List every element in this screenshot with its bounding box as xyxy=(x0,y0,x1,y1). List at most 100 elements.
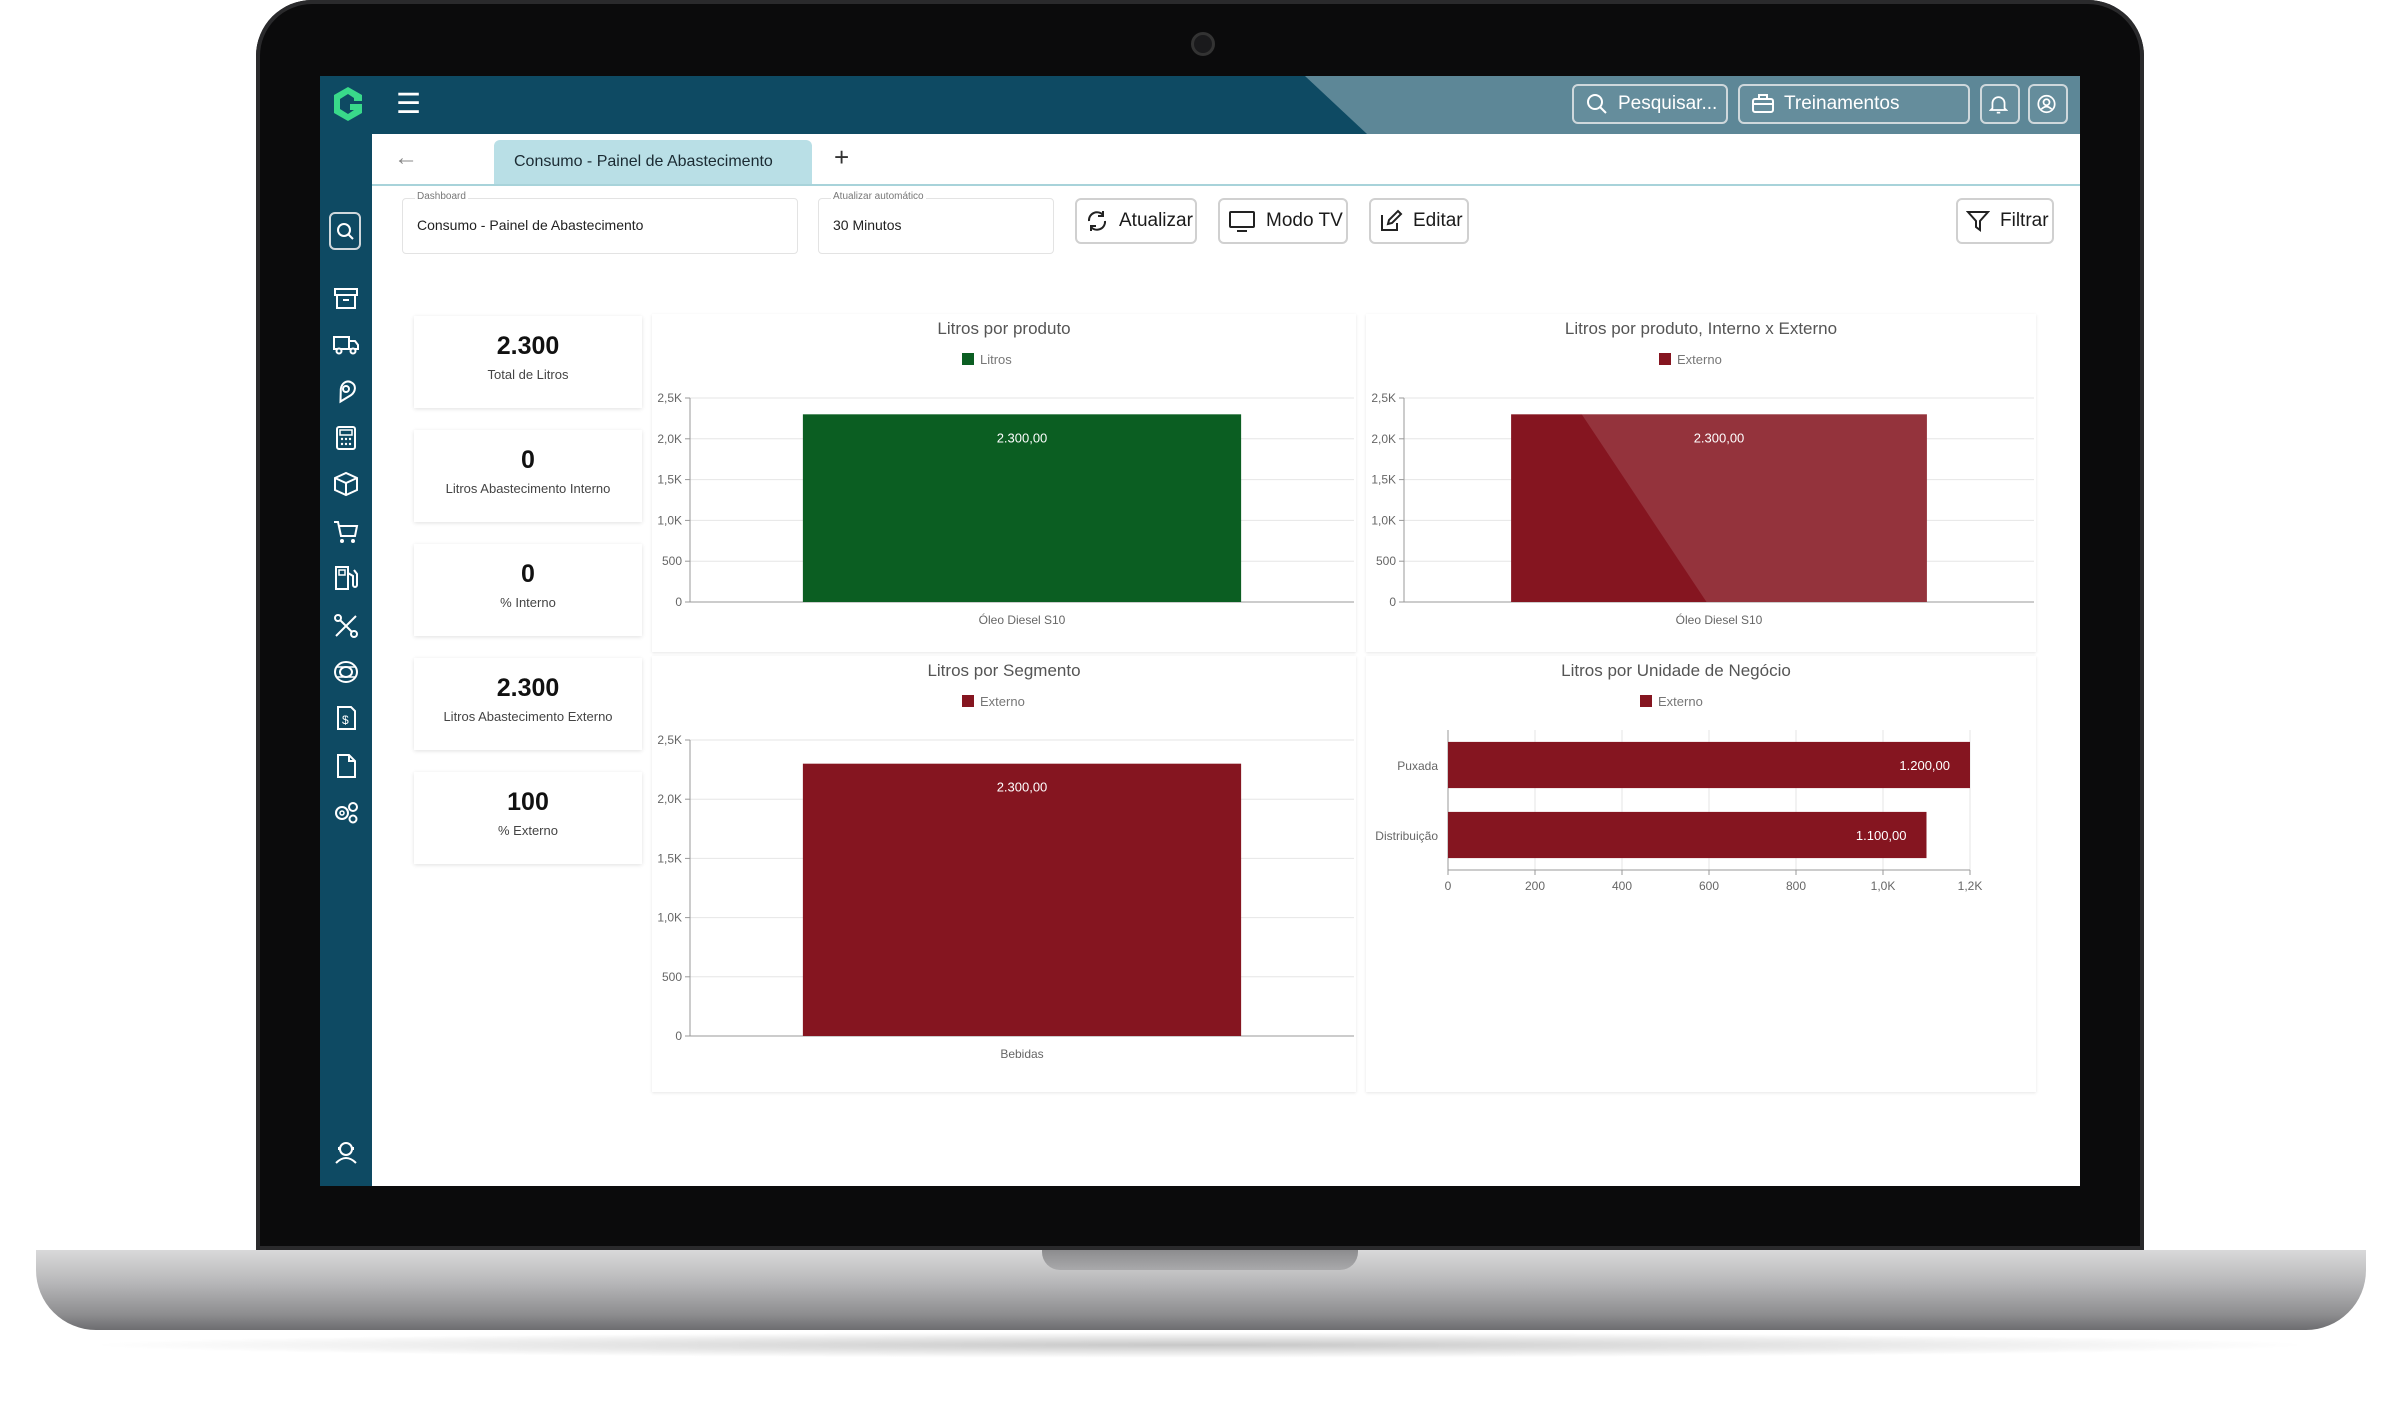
box-icon[interactable] xyxy=(332,470,360,498)
y-tick-label: 2,5K xyxy=(657,391,682,405)
y-tick-label: 2,0K xyxy=(657,432,682,446)
kpi-label: Total de Litros xyxy=(487,367,569,382)
y-tick-label: 1,5K xyxy=(1371,473,1396,487)
y-tick-label: 1,0K xyxy=(657,911,682,925)
tools-icon[interactable] xyxy=(332,612,360,640)
bell-icon xyxy=(1989,96,2008,114)
x-tick-label: Óleo Diesel S10 xyxy=(979,612,1066,627)
legend-swatch xyxy=(1659,353,1671,365)
monitor-icon xyxy=(1229,211,1255,232)
kpi-value: 100 xyxy=(507,788,549,816)
tv-mode-label: Modo TV xyxy=(1266,210,1343,231)
filter-button[interactable]: Filtrar xyxy=(1956,198,2054,244)
bar xyxy=(1448,741,1970,789)
sidebar-search-button[interactable] xyxy=(329,212,361,250)
invoice-icon[interactable]: $ xyxy=(332,704,360,732)
search-label: Pesquisar... xyxy=(1618,93,1718,114)
trainings-button[interactable]: Treinamentos xyxy=(1738,84,1970,124)
back-arrow-icon[interactable]: ← xyxy=(394,144,418,171)
update-label: Atualizar xyxy=(1119,210,1193,231)
chart-svg: Litros por produto Litros 0 500 1,0K 1,5K 2,0K… xyxy=(657,319,1354,627)
y-tick-label: Distribuição xyxy=(1375,829,1438,843)
search-icon xyxy=(1587,94,1607,114)
tab-bar: ← Consumo - Painel de Abastecimento + xyxy=(372,134,2080,186)
kpi-value: 2.300 xyxy=(496,332,560,360)
legend-label: Externo xyxy=(980,694,1025,709)
y-tick-label: 0 xyxy=(1389,595,1396,609)
chart-svg: Litros por produto, Interno x Externo Ext… xyxy=(1371,319,2034,627)
dashboard-select[interactable]: Dashboard Consumo - Painel de Abastecime… xyxy=(402,191,798,254)
menu-icon[interactable]: ☰ xyxy=(396,88,422,119)
chart-title: Litros por produto xyxy=(937,319,1070,338)
x-tick-label: 600 xyxy=(1699,879,1719,893)
archive-icon[interactable] xyxy=(332,284,360,312)
chart-title: Litros por produto, Interno x Externo xyxy=(1565,319,1837,338)
y-tick-label: 0 xyxy=(675,1029,682,1043)
chart-litros-por-segmento: Litros por Segmento Externo 0 500 1,0K 1,5K 2,… xyxy=(652,656,1356,1092)
kpi-card-pct-interno: 0 % Interno xyxy=(414,544,642,636)
notifications-button[interactable] xyxy=(1980,84,2020,124)
kpi-card-pct-externo: 100 % Externo xyxy=(414,772,642,864)
x-tick-label: Óleo Diesel S10 xyxy=(1676,612,1763,627)
support-agent-icon[interactable] xyxy=(332,1138,360,1166)
search-icon xyxy=(337,223,354,240)
tv-mode-button[interactable]: Modo TV xyxy=(1218,198,1348,244)
location-icon[interactable] xyxy=(332,378,360,406)
y-tick-label: Puxada xyxy=(1397,759,1438,773)
y-tick-label: 500 xyxy=(662,970,682,984)
kpi-value: 2.300 xyxy=(496,674,560,702)
x-tick-label: 1,0K xyxy=(1871,879,1896,893)
calculator-icon[interactable] xyxy=(332,424,360,452)
bar xyxy=(802,414,1242,602)
tire-icon[interactable] xyxy=(332,658,360,686)
dashboard-label: Dashboard xyxy=(415,191,468,202)
y-tick-label: 2,0K xyxy=(1371,432,1396,446)
top-bar: ☰ Pesquisar... Treinamentos xyxy=(320,76,2080,134)
kpi-label: % Interno xyxy=(500,595,556,610)
data-label: 2.300,00 xyxy=(1694,430,1745,445)
user-button[interactable] xyxy=(2028,84,2068,124)
filter-icon xyxy=(1966,211,1990,232)
y-tick-label: 1,5K xyxy=(657,851,682,865)
briefcase-icon xyxy=(1752,94,1774,113)
user-avatar-icon xyxy=(2037,94,2056,114)
update-button[interactable]: Atualizar xyxy=(1075,198,1197,244)
edit-icon xyxy=(1381,209,1403,231)
tab-consumo-painel[interactable]: Consumo - Painel de Abastecimento xyxy=(494,140,812,184)
chart-litros-por-unidade: Litros por Unidade de Negócio Externo 0 200… xyxy=(1366,656,2036,1092)
y-tick-label: 2,5K xyxy=(657,733,682,747)
cart-icon[interactable] xyxy=(332,518,360,546)
auto-update-label: Atualizar automático xyxy=(831,191,926,202)
sidebar: $ xyxy=(320,134,372,1186)
kpi-value: 0 xyxy=(521,560,535,588)
legend-swatch xyxy=(1640,695,1652,707)
app-screen: ☰ Pesquisar... Treinamentos $ xyxy=(320,76,2080,1186)
auto-update-select[interactable]: Atualizar automático 30 Minutos xyxy=(818,191,1054,254)
fuel-pump-icon[interactable] xyxy=(332,564,360,592)
legend-label: Externo xyxy=(1658,694,1703,709)
document-icon[interactable] xyxy=(332,752,360,780)
chart-svg: Litros por Segmento Externo 0 500 1,0K 1,5K 2,… xyxy=(657,661,1354,1061)
bar-glare xyxy=(1581,414,1927,602)
y-tick-label: 1,5K xyxy=(657,473,682,487)
kpi-card-interno: 0 Litros Abastecimento Interno xyxy=(414,430,642,522)
edit-button[interactable]: Editar xyxy=(1369,198,1469,244)
legend-swatch xyxy=(962,353,974,365)
auto-update-value: 30 Minutos xyxy=(833,217,902,233)
x-tick-label: 400 xyxy=(1612,879,1632,893)
app-logo-icon[interactable] xyxy=(328,84,368,124)
y-tick-label: 500 xyxy=(662,554,682,568)
search-button[interactable]: Pesquisar... xyxy=(1572,84,1728,124)
filter-label: Filtrar xyxy=(2000,210,2049,231)
kpi-card-total: 2.300 Total de Litros xyxy=(414,316,642,408)
add-tab-icon[interactable]: + xyxy=(834,142,850,172)
laptop-shadow xyxy=(80,1332,2320,1358)
kpi-label: % Externo xyxy=(498,823,558,838)
x-tick-label: 0 xyxy=(1445,879,1452,893)
x-tick-label: 1,2K xyxy=(1958,879,1983,893)
svg-text:$: $ xyxy=(342,713,349,727)
kpi-card-externo: 2.300 Litros Abastecimento Externo xyxy=(414,658,642,750)
bar xyxy=(1511,414,1927,602)
settings-gears-icon[interactable] xyxy=(332,798,360,826)
truck-icon[interactable] xyxy=(332,330,360,358)
